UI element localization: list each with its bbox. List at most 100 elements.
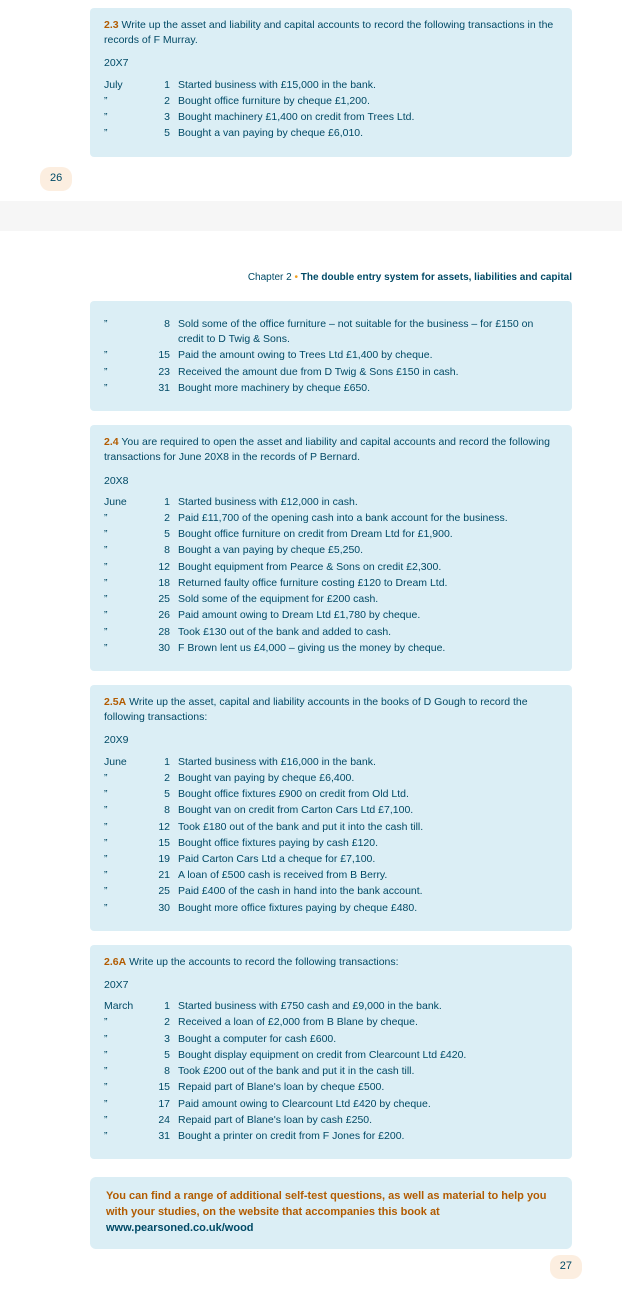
tx-month: ” bbox=[104, 348, 150, 364]
tx-month: July bbox=[104, 78, 150, 94]
exercise-intro: 2.5A Write up the asset, capital and lia… bbox=[104, 695, 558, 725]
tx-row: ”5Bought display equipment on credit fro… bbox=[104, 1048, 472, 1064]
tx-row: ”5Bought office furniture on credit from… bbox=[104, 527, 514, 543]
exercise-2-5a: 2.5A Write up the asset, capital and lia… bbox=[90, 685, 572, 931]
tx-row: ”19Paid Carton Cars Ltd a cheque for £7,… bbox=[104, 852, 429, 868]
tx-desc: Received a loan of £2,000 from B Blane b… bbox=[178, 1015, 472, 1031]
tx-row: ”5Bought a van paying by cheque £6,010. bbox=[104, 126, 420, 142]
tx-month: ” bbox=[104, 608, 150, 624]
tx-day: 31 bbox=[150, 381, 178, 397]
exercise-number: 2.5A bbox=[104, 696, 126, 708]
tx-month: ” bbox=[104, 592, 150, 608]
tx-day: 21 bbox=[150, 868, 178, 884]
exercise-intro: 2.3 Write up the asset and liability and… bbox=[104, 18, 558, 48]
tx-row: ”31Bought a printer on credit from F Jon… bbox=[104, 1129, 472, 1145]
tx-row: ”24Repaid part of Blane's loan by cash £… bbox=[104, 1113, 472, 1129]
tx-desc: Paid the amount owing to Trees Ltd £1,40… bbox=[178, 348, 558, 364]
tx-month: ” bbox=[104, 852, 150, 868]
tx-desc: F Brown lent us £4,000 – giving us the m… bbox=[178, 641, 514, 657]
exercise-2-3-cont: ”8Sold some of the office furniture – no… bbox=[90, 301, 572, 411]
tx-desc: Bought equipment from Pearce & Sons on c… bbox=[178, 560, 514, 576]
tx-month: ” bbox=[104, 787, 150, 803]
tx-row: ”8Sold some of the office furniture – no… bbox=[104, 317, 558, 348]
tx-day: 23 bbox=[150, 365, 178, 381]
tx-day: 5 bbox=[150, 527, 178, 543]
exercise-intro-text: You are required to open the asset and l… bbox=[104, 436, 550, 463]
chapter-label: Chapter 2 bbox=[248, 272, 292, 283]
tx-day: 8 bbox=[150, 803, 178, 819]
tx-month: ” bbox=[104, 1032, 150, 1048]
tx-month: ” bbox=[104, 381, 150, 397]
tx-day: 5 bbox=[150, 1048, 178, 1064]
tx-desc: Bought a van paying by cheque £5,250. bbox=[178, 543, 514, 559]
sheet-top: 2.3 Write up the asset and liability and… bbox=[0, 0, 622, 201]
tx-desc: Repaid part of Blane's loan by cash £250… bbox=[178, 1113, 472, 1129]
tx-month: ” bbox=[104, 884, 150, 900]
tx-day: 24 bbox=[150, 1113, 178, 1129]
tx-day: 5 bbox=[150, 126, 178, 142]
exercise-number: 2.3 bbox=[104, 19, 119, 31]
tx-day: 15 bbox=[150, 836, 178, 852]
exercise-year: 20X9 bbox=[104, 733, 558, 748]
tx-day: 2 bbox=[150, 1015, 178, 1031]
page-gap bbox=[0, 201, 622, 231]
tx-day: 1 bbox=[150, 495, 178, 511]
tx-desc: A loan of £500 cash is received from B B… bbox=[178, 868, 429, 884]
exercise-intro-text: Write up the asset and liability and cap… bbox=[104, 19, 553, 46]
tx-month: ” bbox=[104, 803, 150, 819]
page-number-right: 27 bbox=[550, 1255, 582, 1279]
exercise-2-4: 2.4 You are required to open the asset a… bbox=[90, 425, 572, 671]
tx-row: ”2Received a loan of £2,000 from B Blane… bbox=[104, 1015, 472, 1031]
tx-day: 19 bbox=[150, 852, 178, 868]
tx-day: 25 bbox=[150, 592, 178, 608]
tx-desc: Took £180 out of the bank and put it int… bbox=[178, 820, 429, 836]
tx-table-2-3-cont: ”8Sold some of the office furniture – no… bbox=[104, 317, 558, 397]
tx-month: ” bbox=[104, 836, 150, 852]
tx-month: ” bbox=[104, 1048, 150, 1064]
tx-desc: Paid Carton Cars Ltd a cheque for £7,100… bbox=[178, 852, 429, 868]
exercise-number: 2.4 bbox=[104, 436, 119, 448]
tx-desc: Bought display equipment on credit from … bbox=[178, 1048, 472, 1064]
tx-month: ” bbox=[104, 641, 150, 657]
tx-month: ” bbox=[104, 868, 150, 884]
page-number-left: 26 bbox=[40, 167, 72, 191]
tx-desc: Started business with £12,000 in cash. bbox=[178, 495, 514, 511]
tx-month: ” bbox=[104, 1080, 150, 1096]
tx-desc: Received the amount due from D Twig & So… bbox=[178, 365, 558, 381]
tx-row: June1Started business with £16,000 in th… bbox=[104, 755, 429, 771]
tx-row: ”26Paid amount owing to Dream Ltd £1,780… bbox=[104, 608, 514, 624]
tx-row: ”15Repaid part of Blane's loan by cheque… bbox=[104, 1080, 472, 1096]
tx-day: 25 bbox=[150, 884, 178, 900]
exercise-2-6a: 2.6A Write up the accounts to record the… bbox=[90, 945, 572, 1159]
tx-day: 1 bbox=[150, 999, 178, 1015]
tx-day: 1 bbox=[150, 78, 178, 94]
tx-desc: Bought more machinery by cheque £650. bbox=[178, 381, 558, 397]
tx-day: 18 bbox=[150, 576, 178, 592]
exercise-year: 20X8 bbox=[104, 474, 558, 489]
tx-desc: Bought office fixtures £900 on credit fr… bbox=[178, 787, 429, 803]
footer-note: You can find a range of additional self-… bbox=[90, 1177, 572, 1249]
tx-desc: Bought more office fixtures paying by ch… bbox=[178, 901, 429, 917]
tx-row: ”8Bought a van paying by cheque £5,250. bbox=[104, 543, 514, 559]
tx-desc: Started business with £750 cash and £9,0… bbox=[178, 999, 472, 1015]
tx-desc: Bought machinery £1,400 on credit from T… bbox=[178, 110, 420, 126]
tx-row: ”30F Brown lent us £4,000 – giving us th… bbox=[104, 641, 514, 657]
tx-month: ” bbox=[104, 820, 150, 836]
exercise-intro-text: Write up the asset, capital and liabilit… bbox=[104, 696, 528, 723]
tx-desc: Repaid part of Blane's loan by cheque £5… bbox=[178, 1080, 472, 1096]
tx-month: March bbox=[104, 999, 150, 1015]
tx-row: ”15Paid the amount owing to Trees Ltd £1… bbox=[104, 348, 558, 364]
tx-month: ” bbox=[104, 1097, 150, 1113]
exercise-number: 2.6A bbox=[104, 956, 126, 968]
tx-row: ”2Bought van paying by cheque £6,400. bbox=[104, 771, 429, 787]
tx-day: 26 bbox=[150, 608, 178, 624]
tx-day: 3 bbox=[150, 110, 178, 126]
tx-desc: Paid £11,700 of the opening cash into a … bbox=[178, 511, 514, 527]
tx-desc: Paid amount owing to Clearcount Ltd £420… bbox=[178, 1097, 472, 1113]
tx-row: ”8Took £200 out of the bank and put it i… bbox=[104, 1064, 472, 1080]
tx-day: 2 bbox=[150, 94, 178, 110]
tx-month: ” bbox=[104, 1064, 150, 1080]
tx-row: ”3Bought machinery £1,400 on credit from… bbox=[104, 110, 420, 126]
tx-row: ”21A loan of £500 cash is received from … bbox=[104, 868, 429, 884]
exercise-intro: 2.4 You are required to open the asset a… bbox=[104, 435, 558, 465]
